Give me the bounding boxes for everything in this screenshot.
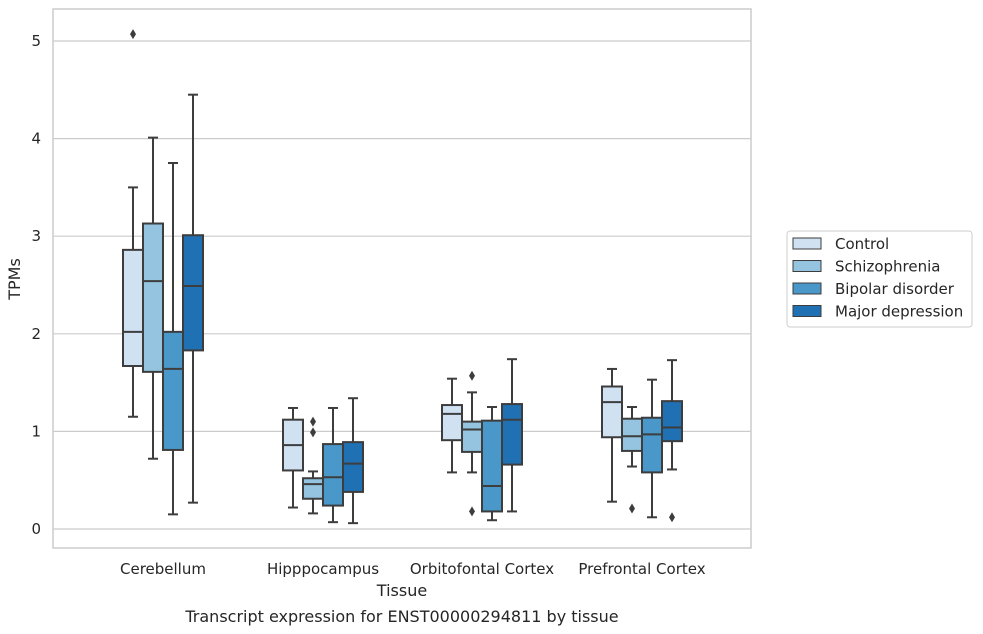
y-tick-label: 5 <box>31 32 41 50</box>
legend-swatch <box>792 305 822 317</box>
box-iqr <box>621 417 643 452</box>
box-iqr <box>162 330 184 451</box>
outlier-point <box>310 416 316 427</box>
box-plot-layer <box>122 29 683 525</box>
box-iqr <box>182 234 204 352</box>
x-tick-label: Cerebellum <box>120 560 206 578</box>
outlier-point <box>669 512 675 523</box>
legend: Control Schizophrenia Bipolar disorder Majo… <box>786 230 973 328</box>
outlier-point <box>310 427 316 438</box>
y-tick-label: 1 <box>31 422 41 440</box>
box <box>661 359 683 523</box>
box-iqr <box>142 222 164 373</box>
x-axis-label: Tissue <box>376 581 427 600</box>
box <box>342 397 364 525</box>
chart-title: Transcript expression for ENST0000029481… <box>184 607 618 626</box>
y-tick-label: 0 <box>31 520 41 538</box>
outlier-point <box>469 506 475 517</box>
box <box>122 186 144 418</box>
y-axis-label: TPMs <box>5 258 24 301</box>
box <box>302 416 324 515</box>
box <box>182 93 204 504</box>
box-iqr <box>461 420 483 453</box>
box <box>601 367 623 503</box>
box <box>501 358 523 513</box>
x-tick-label: Prefrontal Cortex <box>578 560 705 578</box>
legend-frame <box>786 230 973 328</box>
box-iqr <box>122 248 144 368</box>
legend-label: Schizophrenia <box>835 258 940 276</box>
box <box>621 406 643 514</box>
box <box>461 370 483 517</box>
box-iqr <box>641 416 663 474</box>
legend-label: Bipolar disorder <box>835 280 955 298</box>
box-iqr <box>501 403 523 466</box>
box <box>282 406 304 509</box>
y-tick-label: 4 <box>31 130 41 148</box>
y-tick-label: 2 <box>31 325 41 343</box>
outlier-point <box>629 503 635 514</box>
box-iqr <box>661 400 683 443</box>
box <box>441 377 463 474</box>
box <box>162 162 184 516</box>
box-iqr <box>322 443 344 507</box>
legend-swatch <box>792 237 822 250</box>
box-iqr <box>481 419 503 513</box>
y-axis-ticks: 0 1 2 3 4 5 <box>31 32 41 538</box>
box <box>142 136 164 460</box>
box-iqr <box>342 441 364 493</box>
x-tick-label: Orbitofontal Cortex <box>410 560 554 578</box>
legend-swatch <box>792 282 822 295</box>
box <box>481 406 503 522</box>
x-axis-ticks: Cerebellum Hipppocampus Orbitofontal Corte… <box>120 560 706 578</box>
legend-swatch <box>792 260 822 272</box>
outlier-point <box>469 370 475 381</box>
legend-label: Major depression <box>835 303 963 321</box>
box-iqr <box>601 385 623 439</box>
y-tick-label: 3 <box>31 227 41 245</box>
box <box>641 378 663 519</box>
box-iqr <box>441 404 463 442</box>
legend-label: Control <box>835 235 889 253</box>
x-tick-label: Hipppocampus <box>267 560 379 578</box>
box <box>322 406 344 524</box>
plot-frame <box>52 8 752 549</box>
box-iqr <box>302 477 324 500</box>
outlier-point <box>130 29 136 40</box>
